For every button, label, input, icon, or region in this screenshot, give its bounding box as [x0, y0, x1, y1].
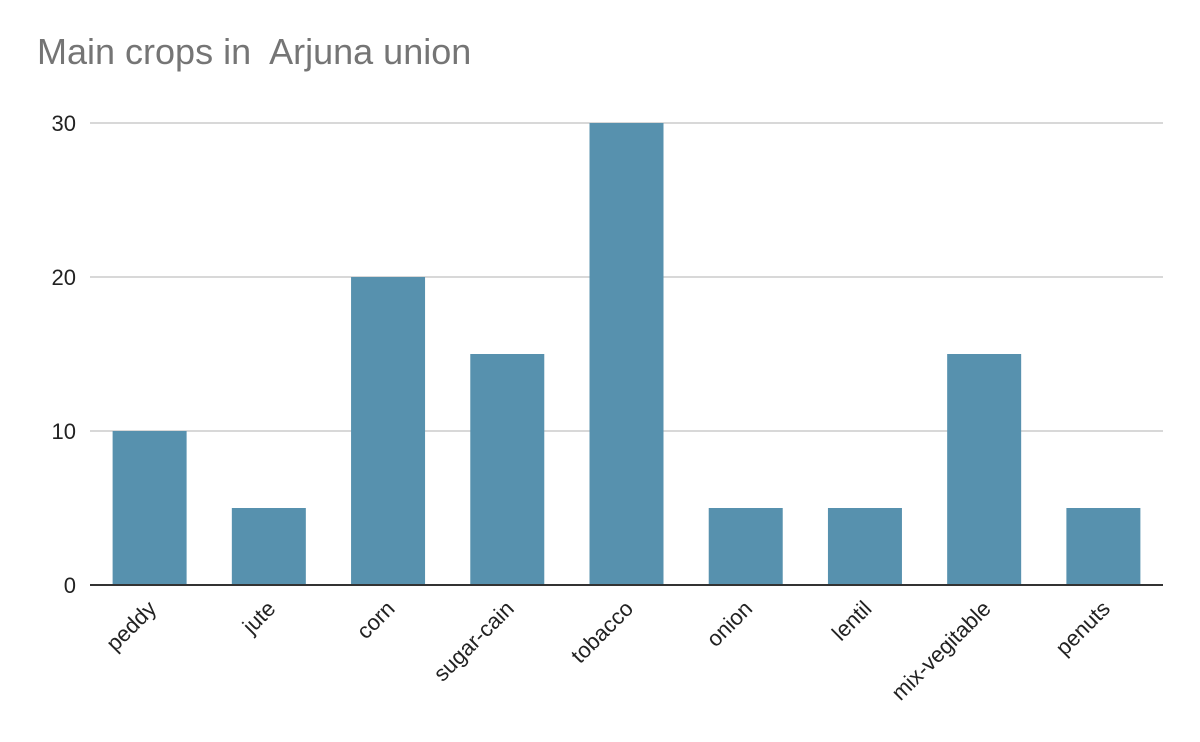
- bar: [708, 508, 783, 585]
- bar: [947, 354, 1022, 585]
- y-tick-label: 30: [52, 111, 76, 136]
- y-tick-label: 0: [64, 573, 76, 598]
- x-tick-label: lentil: [827, 596, 877, 646]
- chart-title: Main crops in Arjuna union: [37, 31, 472, 72]
- x-tick-label: penuts: [1051, 596, 1115, 660]
- x-tick-label: onion: [702, 596, 758, 652]
- y-tick-label: 20: [52, 265, 76, 290]
- bar: [470, 354, 545, 585]
- x-tick-label: corn: [352, 596, 400, 644]
- x-tick-label: peddy: [101, 596, 161, 656]
- x-tick-label: sugar-cain: [429, 596, 519, 686]
- bar: [112, 431, 187, 585]
- y-tick-label: 10: [52, 419, 76, 444]
- bar: [1066, 508, 1141, 585]
- bar: [827, 508, 902, 585]
- bar: [231, 508, 306, 585]
- bar: [351, 277, 426, 585]
- bar: [589, 123, 664, 585]
- x-tick-label: mix-vegitable: [886, 596, 995, 705]
- x-tick-label: jute: [237, 596, 280, 639]
- x-tick-label: tobacco: [566, 596, 638, 668]
